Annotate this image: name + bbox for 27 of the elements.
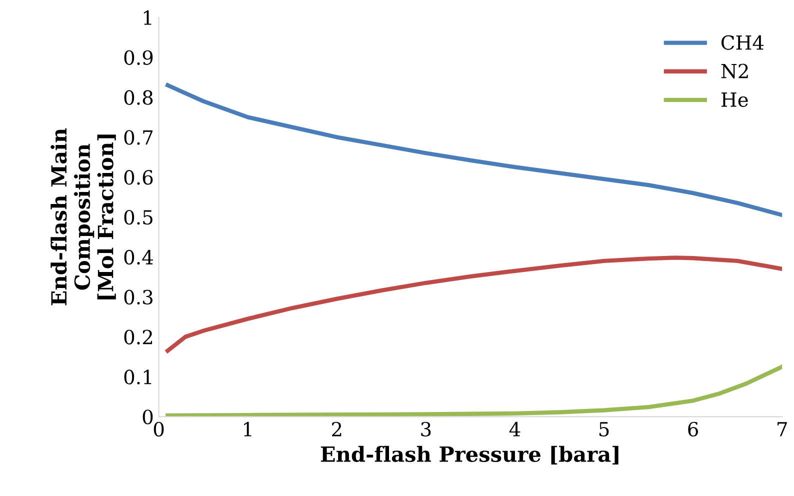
y-tick-label: 0.3 bbox=[124, 290, 152, 305]
y-tick-label: 0.4 bbox=[124, 250, 153, 265]
y-tick-label: 0.8 bbox=[124, 90, 153, 105]
legend-label: N2 bbox=[721, 64, 748, 78]
line-series bbox=[166, 83, 782, 218]
y-axis-title: End-flash Main Composition [Mol Fraction] bbox=[50, 128, 116, 306]
y-tick-label: 0.9 bbox=[124, 50, 153, 65]
x-tick-label: 6 bbox=[688, 422, 698, 437]
x-axis-title: End-flash Pressure [bara] bbox=[320, 446, 618, 464]
y-tick-label: 0.7 bbox=[124, 130, 153, 145]
x-tick-label: 2 bbox=[332, 422, 342, 436]
y-tick-label: 0.2 bbox=[124, 330, 152, 344]
line-series bbox=[166, 256, 782, 353]
legend-label: He bbox=[721, 92, 748, 107]
x-tick-label: 1 bbox=[244, 422, 252, 436]
y-tick-label: 0.5 bbox=[124, 210, 152, 225]
y-tick-label: 0.6 bbox=[124, 170, 153, 185]
x-tick-label: 7 bbox=[778, 422, 787, 436]
x-tick-label: 3 bbox=[421, 422, 431, 437]
y-tick-label: 0 bbox=[142, 410, 153, 424]
legend-label: CH4 bbox=[721, 35, 764, 50]
x-tick-label: 4 bbox=[509, 422, 520, 436]
y-tick-label: 1 bbox=[144, 10, 152, 25]
x-tick-label: 0 bbox=[154, 422, 164, 437]
y-tick-label: 0.1 bbox=[124, 370, 152, 384]
line-series bbox=[166, 364, 782, 417]
x-tick-label: 5 bbox=[599, 422, 609, 437]
